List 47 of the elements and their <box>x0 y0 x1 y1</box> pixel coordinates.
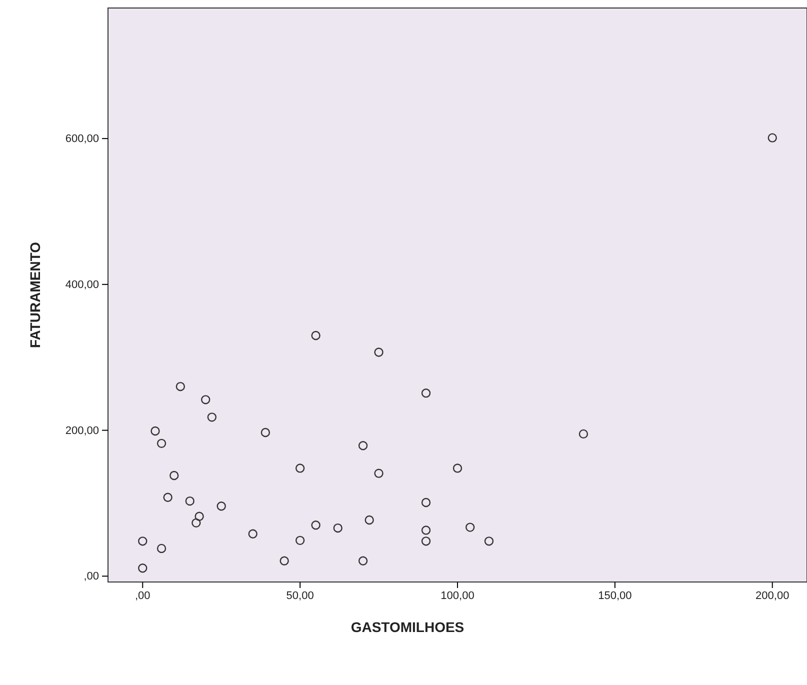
point <box>768 133 777 142</box>
x-tick-label: 200,00 <box>756 590 790 602</box>
point <box>170 470 179 480</box>
point <box>150 426 160 436</box>
point <box>358 441 368 450</box>
point <box>578 429 588 439</box>
x-tick-label: 150,00 <box>598 590 632 602</box>
point <box>185 496 194 506</box>
y-axis-title: FATURAMENTO <box>27 242 43 348</box>
point <box>484 536 494 546</box>
point <box>163 492 172 502</box>
point <box>295 536 305 546</box>
point <box>421 526 431 535</box>
y-tick-label: ,00 <box>84 570 99 583</box>
point <box>260 428 270 438</box>
point <box>452 464 462 473</box>
point <box>280 556 289 566</box>
x-axis-title: GASTOMILHOES <box>350 619 464 635</box>
x-tick-label: 100,00 <box>440 590 474 602</box>
point <box>374 468 384 478</box>
point <box>248 529 258 538</box>
point <box>207 412 216 422</box>
y-tick-label: 400,00 <box>65 278 99 291</box>
point <box>374 348 384 357</box>
point <box>156 544 166 554</box>
x-tick-label: 50,00 <box>286 590 314 602</box>
point <box>138 564 148 573</box>
point <box>421 536 431 546</box>
point <box>311 330 320 340</box>
point <box>295 464 305 473</box>
point <box>216 502 226 511</box>
point <box>421 388 431 398</box>
y-tick-label: 200,00 <box>65 424 99 437</box>
y-tick-label: 600,00 <box>65 133 99 146</box>
point <box>364 515 374 525</box>
x-tick-label: ,00 <box>134 590 150 602</box>
point <box>192 518 201 528</box>
point <box>358 556 368 566</box>
point <box>333 523 342 533</box>
point <box>311 520 320 530</box>
point <box>156 438 166 448</box>
point <box>201 395 210 404</box>
point <box>421 498 431 508</box>
point <box>176 382 186 392</box>
point <box>194 512 204 521</box>
point <box>138 536 148 546</box>
point <box>466 522 475 532</box>
